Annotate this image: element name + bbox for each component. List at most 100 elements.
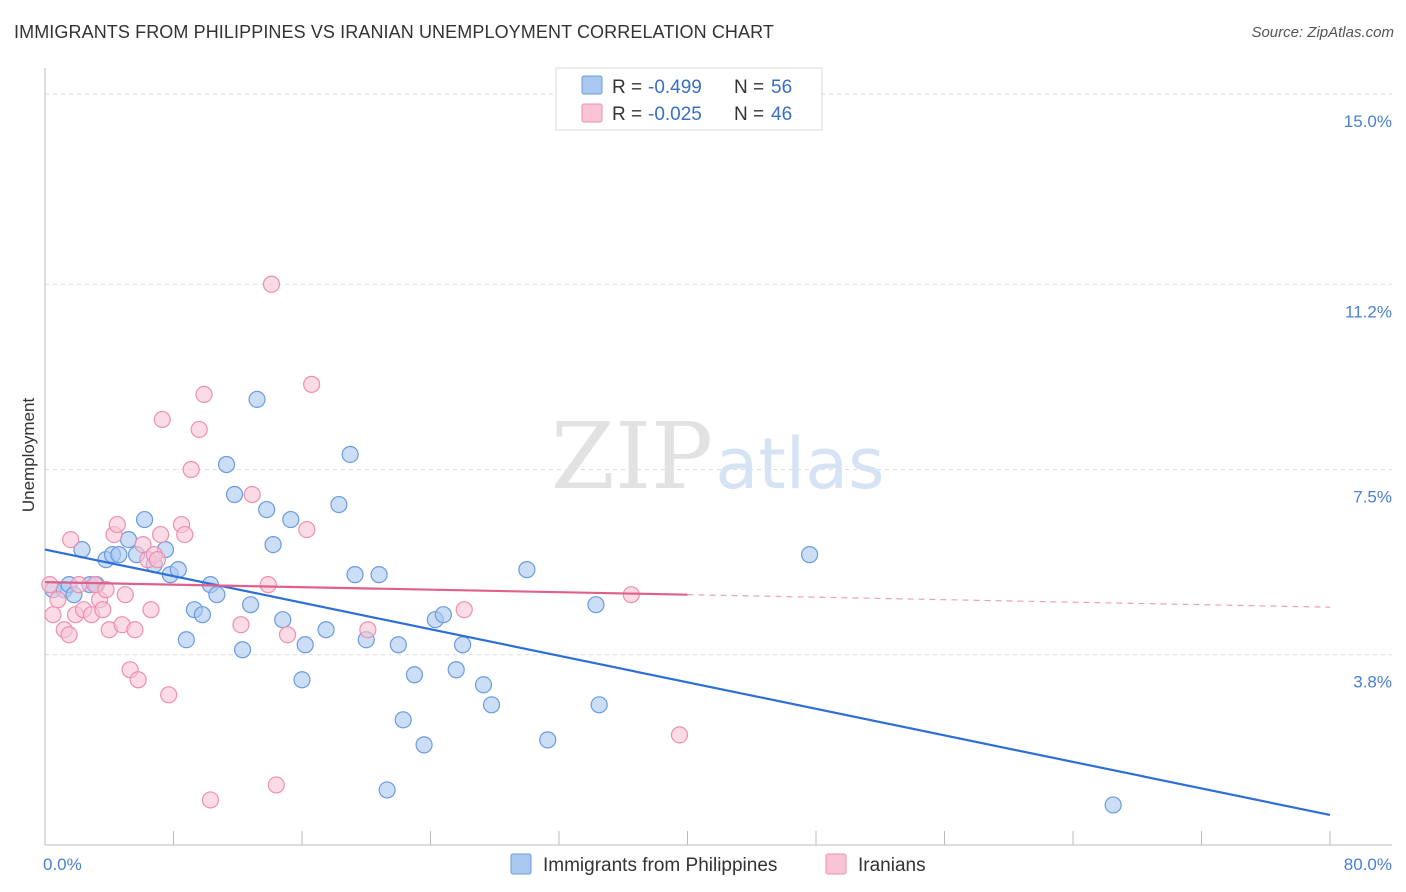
bottom-legend: Immigrants from Philippines Iranians — [510, 853, 926, 876]
point-philippines — [389, 636, 407, 654]
point-iranians — [359, 621, 377, 639]
point-philippines — [135, 510, 154, 529]
trend-line-iranians — [44, 581, 688, 596]
point-philippines — [434, 606, 452, 624]
point-iranians — [142, 601, 160, 619]
point-iranians — [670, 726, 689, 744]
point-philippines — [370, 566, 388, 584]
legend-r-value-philippines: -0.499 — [648, 77, 702, 98]
point-iranians — [152, 525, 170, 544]
point-iranians — [126, 621, 144, 639]
watermark-atlas: atlas — [715, 423, 884, 505]
point-iranians — [129, 671, 147, 689]
watermark: ZIP atlas — [551, 403, 885, 510]
point-philippines — [233, 641, 252, 659]
point-iranians — [62, 530, 80, 549]
trend-layer — [44, 548, 1331, 817]
trend-line-philippines — [44, 548, 1331, 817]
y-tick-label: 3.8% — [1353, 673, 1392, 692]
point-iranians — [148, 551, 167, 569]
point-iranians — [455, 601, 473, 619]
chart-source: Source: ZipAtlas.com — [1251, 24, 1394, 41]
point-iranians — [267, 776, 285, 794]
y-axis-label: Unemployment — [19, 398, 38, 513]
point-philippines — [225, 485, 244, 504]
legend-n-label-iranians: N = — [734, 104, 764, 125]
point-philippines — [208, 586, 226, 604]
points-layer — [41, 275, 1122, 814]
point-philippines — [217, 455, 236, 474]
point-philippines — [587, 596, 605, 614]
point-iranians — [182, 460, 200, 479]
point-philippines — [405, 666, 424, 684]
point-philippines — [193, 606, 212, 624]
point-iranians — [190, 420, 208, 439]
point-philippines — [394, 711, 412, 729]
trend-line-iranians-extension — [687, 594, 1331, 608]
point-philippines — [346, 566, 364, 584]
point-iranians — [160, 686, 178, 704]
point-iranians — [259, 576, 277, 594]
point-iranians — [243, 485, 261, 504]
legend-n-label-philippines: N = — [734, 77, 764, 98]
point-iranians — [116, 586, 134, 604]
bottom-legend-swatch-iranians — [825, 853, 847, 875]
point-iranians — [176, 525, 194, 544]
point-philippines — [242, 596, 260, 614]
point-philippines — [264, 535, 282, 554]
point-philippines — [282, 510, 300, 529]
x-tick-label: 80.0% — [1344, 855, 1392, 874]
point-iranians — [44, 606, 62, 624]
point-philippines — [539, 731, 557, 749]
point-philippines — [248, 390, 266, 409]
legend-n-value-iranians: 46 — [771, 104, 792, 125]
point-philippines — [177, 631, 195, 649]
point-iranians — [41, 576, 59, 594]
legend-r-label-philippines: R = — [612, 77, 642, 98]
label-layer: 3.8% 7.5% 11.2% 15.0% 0.0% 80.0% — [43, 112, 1392, 874]
top-legend: R = -0.499 N = 56 R = -0.025 N = 46 — [555, 67, 823, 131]
point-iranians — [108, 515, 126, 534]
chart-title: IMMIGRANTS FROM PHILIPPINES VS IRANIAN U… — [14, 22, 774, 42]
point-philippines — [330, 495, 348, 514]
point-philippines — [447, 661, 465, 679]
point-philippines — [454, 636, 472, 654]
point-philippines — [590, 696, 608, 714]
axis-layer — [44, 68, 1392, 846]
point-philippines — [1104, 796, 1122, 814]
point-iranians — [278, 626, 297, 644]
point-philippines — [317, 621, 335, 639]
point-iranians — [201, 791, 220, 809]
point-philippines — [518, 561, 536, 579]
grid-layer — [45, 93, 1392, 656]
point-philippines — [293, 671, 311, 689]
point-philippines — [296, 636, 314, 654]
bottom-legend-label-philippines: Immigrants from Philippines — [543, 855, 777, 876]
legend-r-label-iranians: R = — [612, 104, 642, 125]
point-iranians — [195, 385, 213, 403]
point-philippines — [258, 500, 276, 519]
point-iranians — [298, 520, 316, 539]
point-iranians — [70, 576, 88, 594]
point-philippines — [474, 676, 493, 694]
legend-n-value-philippines: 56 — [771, 77, 792, 98]
point-philippines — [800, 546, 819, 564]
point-iranians — [262, 275, 281, 293]
legend-swatch-iranians — [581, 103, 603, 123]
point-iranians — [153, 410, 171, 429]
point-iranians — [49, 591, 67, 609]
point-philippines — [415, 736, 433, 754]
point-philippines — [341, 445, 359, 464]
point-philippines — [119, 530, 138, 549]
point-philippines — [110, 546, 128, 564]
bottom-legend-swatch-philippines — [510, 853, 532, 875]
point-iranians — [60, 626, 78, 644]
point-philippines — [482, 696, 501, 714]
point-iranians — [94, 601, 112, 619]
x-tick-label: 0.0% — [43, 855, 82, 874]
y-tick-label: 11.2% — [1345, 302, 1392, 321]
point-iranians — [232, 616, 250, 634]
y-tick-label: 7.5% — [1353, 488, 1392, 507]
